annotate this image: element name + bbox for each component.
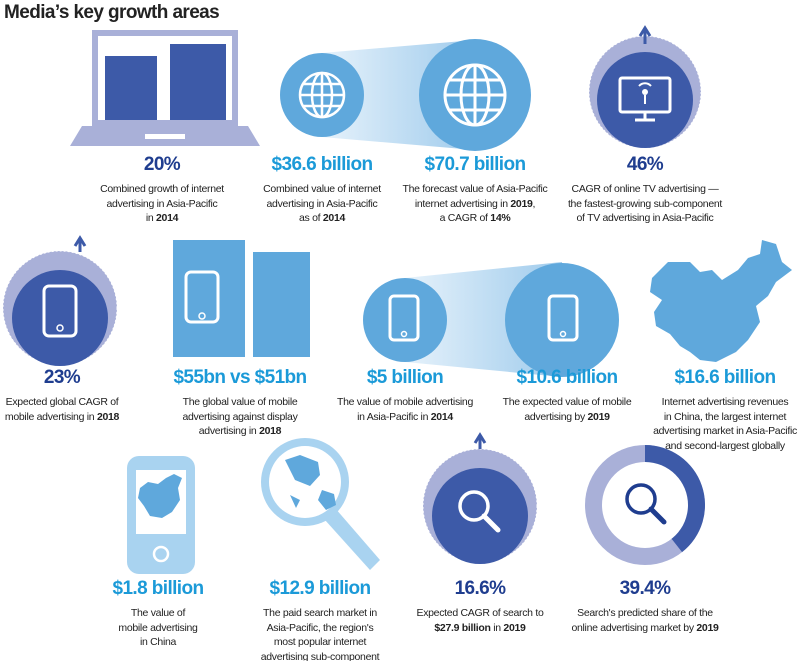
search-cagr-icon (422, 432, 538, 564)
phone-icon (547, 294, 579, 342)
phone-icon (388, 294, 420, 342)
stat-paid-search: $12.9 billion The paid search market in A… (230, 578, 410, 661)
mobile-vs-display-bars (173, 240, 310, 357)
globe-icon (298, 71, 346, 119)
stat-value: $55bn vs $51bn (173, 367, 307, 388)
stat-search-cagr: 16.6% Expected CAGR of search to $27.9 bi… (390, 578, 570, 635)
phone-china-icon (127, 456, 195, 574)
stat-description: Internet advertising revenues in China, t… (653, 396, 797, 452)
stat-value: $10.6 billion (516, 367, 619, 388)
stat-value: $36.6 billion (271, 154, 374, 175)
stat-mobile-cagr: 23% Expected global CAGR of mobile advert… (0, 367, 152, 424)
stat-internet-value: $36.6 billion Combined value of internet… (232, 154, 412, 226)
stat-description: Search's predicted share of the online ad… (571, 607, 719, 634)
stat-description: The value of mobile advertising in Asia-P… (336, 396, 474, 423)
mobile-cagr-icon (2, 235, 118, 366)
stat-internet-forecast: $70.7 billion The forecast value of Asia… (385, 154, 565, 226)
stat-china-mobile: $1.8 billion The value of mobile advertis… (68, 578, 248, 650)
stat-description: The global value of mobile advertising ag… (182, 396, 298, 437)
stat-description: The value of mobile advertising in China (118, 607, 198, 648)
stat-internet-growth: 20% Combined growth of internet advertisi… (72, 154, 252, 226)
globe-icon (443, 63, 507, 127)
search-share-donut (585, 445, 706, 565)
stat-description: CAGR of online TV advertising — the faste… (567, 183, 723, 224)
laptop-icon (70, 30, 260, 146)
stat-mobile-apac: $5 billion The value of mobile advertisi… (315, 367, 495, 424)
stat-description: Expected global CAGR of mobile advertisin… (4, 396, 120, 423)
stat-value: $16.6 billion (674, 367, 777, 388)
stat-mobile-forecast: $10.6 billion The expected value of mobi… (477, 367, 657, 424)
stat-description: The expected value of mobile advertising … (502, 396, 632, 423)
stat-value: 16.6% (454, 578, 506, 599)
stat-description: Combined growth of internet advertising i… (100, 183, 224, 224)
stat-online-tv: 46% CAGR of online TV advertising — the f… (555, 154, 735, 226)
stat-value: 23% (43, 367, 81, 388)
stat-value: $12.9 billion (269, 578, 372, 599)
stat-value: 39.4% (619, 578, 671, 599)
page-title: Media’s key growth areas (4, 2, 220, 23)
stat-value: $5 billion (366, 367, 444, 388)
online-tv-icon (588, 25, 702, 149)
stat-value: $70.7 billion (424, 154, 527, 175)
stat-value: $1.8 billion (112, 578, 205, 599)
mobile-growth-graphic (363, 262, 619, 377)
stat-mobile-vs-display: $55bn vs $51bn The global value of mobil… (150, 367, 330, 439)
stat-value: 46% (626, 154, 664, 175)
phone-icon (184, 270, 220, 324)
search-magnifier-map-icon (261, 438, 380, 570)
stat-description: Expected CAGR of search to $27.9 billion … (416, 607, 544, 634)
stat-description: The paid search market in Asia-Pacific, t… (260, 607, 380, 661)
china-map-icon (650, 240, 792, 362)
stat-china-internet: $16.6 billion Internet advertising reven… (630, 367, 800, 453)
stat-value: 20% (143, 154, 181, 175)
stat-search-share: 39.4% Search's predicted share of the onl… (555, 578, 735, 635)
stat-description: The forecast value of Asia-Pacific intern… (402, 183, 548, 224)
globe-growth-graphic (280, 39, 531, 151)
stat-description: Combined value of internet advertising in… (263, 183, 381, 224)
